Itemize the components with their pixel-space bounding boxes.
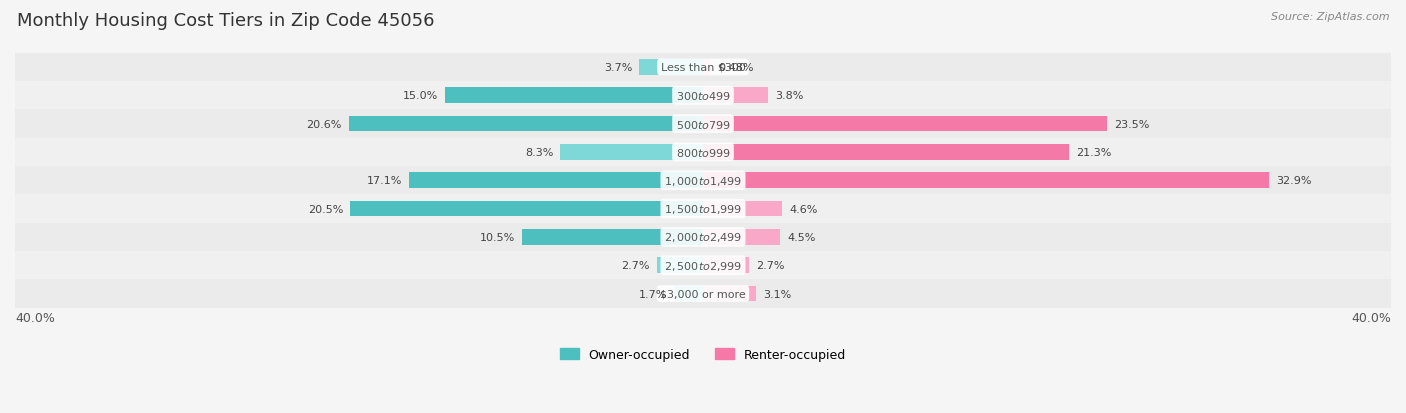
- Bar: [703, 173, 1268, 189]
- Bar: [640, 60, 703, 76]
- Text: 21.3%: 21.3%: [1076, 147, 1112, 157]
- Bar: [349, 116, 703, 132]
- Bar: [15, 54, 1391, 82]
- Text: $800 to $999: $800 to $999: [675, 147, 731, 159]
- Bar: [15, 167, 1391, 195]
- Text: 20.6%: 20.6%: [307, 119, 342, 129]
- Text: 23.5%: 23.5%: [1114, 119, 1150, 129]
- Text: 0.48%: 0.48%: [718, 63, 754, 73]
- Text: $300 to $499: $300 to $499: [675, 90, 731, 102]
- Bar: [703, 116, 1107, 132]
- Text: 40.0%: 40.0%: [1351, 311, 1391, 324]
- Text: 17.1%: 17.1%: [367, 176, 402, 186]
- Text: $3,000 or more: $3,000 or more: [661, 289, 745, 299]
- Text: Source: ZipAtlas.com: Source: ZipAtlas.com: [1271, 12, 1389, 22]
- Bar: [703, 60, 711, 76]
- Text: Less than $300: Less than $300: [661, 63, 745, 73]
- Bar: [703, 230, 780, 245]
- Text: $500 to $799: $500 to $799: [675, 118, 731, 130]
- Text: 40.0%: 40.0%: [15, 311, 55, 324]
- Bar: [703, 145, 1070, 160]
- Bar: [409, 173, 703, 189]
- Text: 10.5%: 10.5%: [481, 233, 516, 242]
- Text: 3.1%: 3.1%: [763, 289, 792, 299]
- Bar: [350, 201, 703, 217]
- Text: 2.7%: 2.7%: [756, 261, 785, 271]
- Bar: [703, 88, 768, 104]
- Bar: [15, 110, 1391, 138]
- Bar: [15, 223, 1391, 252]
- Bar: [703, 258, 749, 273]
- Legend: Owner-occupied, Renter-occupied: Owner-occupied, Renter-occupied: [555, 343, 851, 366]
- Bar: [560, 145, 703, 160]
- Text: $1,500 to $1,999: $1,500 to $1,999: [664, 203, 742, 216]
- Text: 20.5%: 20.5%: [308, 204, 343, 214]
- Bar: [673, 286, 703, 301]
- Text: 3.8%: 3.8%: [775, 91, 804, 101]
- Bar: [15, 280, 1391, 308]
- Text: Monthly Housing Cost Tiers in Zip Code 45056: Monthly Housing Cost Tiers in Zip Code 4…: [17, 12, 434, 30]
- Bar: [15, 82, 1391, 110]
- Bar: [15, 195, 1391, 223]
- Text: $1,000 to $1,499: $1,000 to $1,499: [664, 174, 742, 188]
- Bar: [15, 252, 1391, 280]
- Bar: [657, 258, 703, 273]
- Bar: [446, 88, 703, 104]
- Text: 32.9%: 32.9%: [1275, 176, 1312, 186]
- Text: 2.7%: 2.7%: [621, 261, 650, 271]
- Text: $2,000 to $2,499: $2,000 to $2,499: [664, 231, 742, 244]
- Text: $2,500 to $2,999: $2,500 to $2,999: [664, 259, 742, 272]
- Text: 15.0%: 15.0%: [404, 91, 439, 101]
- Text: 4.5%: 4.5%: [787, 233, 815, 242]
- Text: 8.3%: 8.3%: [524, 147, 554, 157]
- Bar: [15, 138, 1391, 167]
- Bar: [523, 230, 703, 245]
- Bar: [703, 201, 782, 217]
- Text: 4.6%: 4.6%: [789, 204, 817, 214]
- Text: 1.7%: 1.7%: [638, 289, 666, 299]
- Bar: [703, 286, 756, 301]
- Text: 3.7%: 3.7%: [605, 63, 633, 73]
